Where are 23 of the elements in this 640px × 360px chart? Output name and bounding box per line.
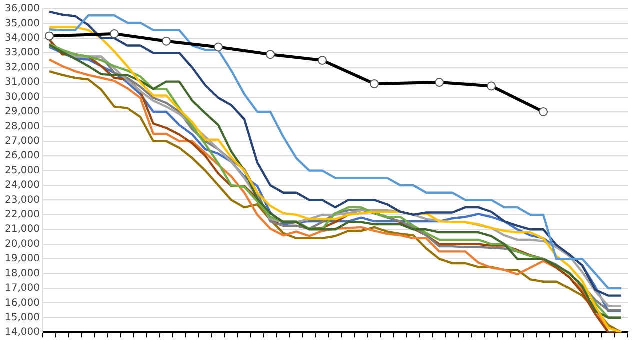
y-tick-label: 17,000 — [4, 283, 40, 294]
y-tick-label: 26,000 — [4, 150, 40, 162]
y-tick-label: 33,000 — [4, 48, 40, 59]
y-tick-label: 22,000 — [4, 210, 40, 221]
y-tick-label: 19,000 — [4, 254, 40, 265]
y-tick-label: 25,000 — [4, 165, 40, 176]
y-tick-label: 32,000 — [4, 62, 40, 74]
y-tick-label: 21,000 — [4, 224, 40, 236]
y-tick-label: 27,000 — [4, 136, 40, 147]
y-tick-label: 35,000 — [4, 18, 40, 30]
y-tick-label: 28,000 — [4, 121, 40, 132]
y-tick-label: 23,000 — [4, 194, 40, 206]
y-tick-label: 30,000 — [4, 92, 40, 103]
y-tick-label: 34,000 — [4, 33, 40, 44]
y-tick-label: 16,000 — [4, 298, 40, 309]
y-tick-label: 14,000 — [4, 327, 40, 338]
y-tick-label: 29,000 — [4, 106, 40, 118]
y-tick-label: 31,000 — [4, 77, 40, 88]
y-tick-label: 20,000 — [4, 238, 40, 250]
y-tick-label: 18,000 — [4, 268, 40, 280]
y-tick-label: 15,000 — [4, 312, 40, 324]
y-tick-label: 36,000 — [4, 4, 40, 15]
y-tick-label: 24,000 — [4, 180, 40, 192]
